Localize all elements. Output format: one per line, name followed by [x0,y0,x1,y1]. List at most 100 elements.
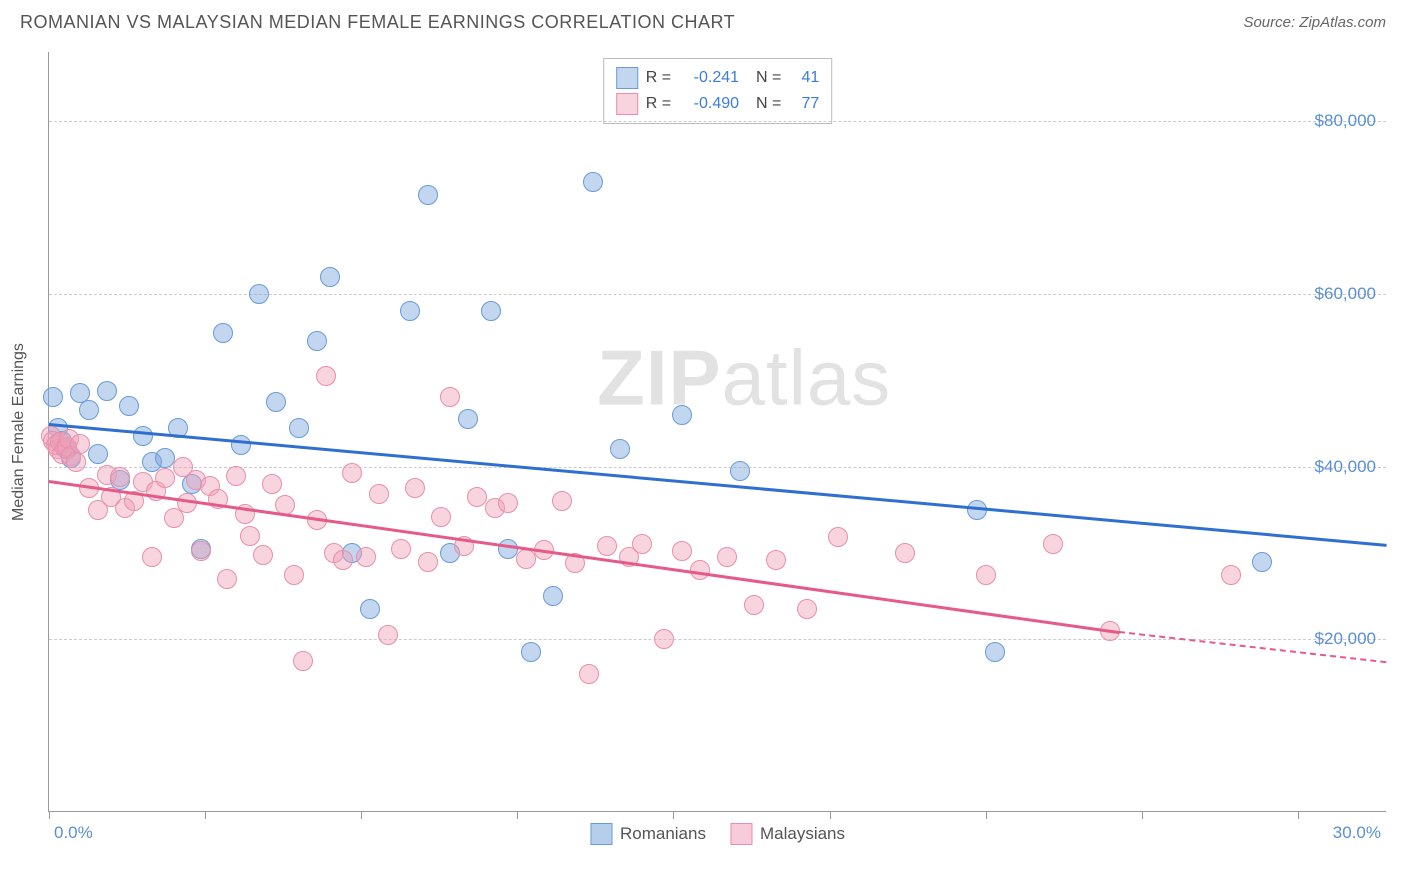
data-point [440,387,460,407]
r-label: R = [646,95,671,113]
n-label: N = [747,69,781,87]
legend-label: Malaysians [760,824,845,844]
data-point [895,543,915,563]
gridline [49,467,1386,468]
data-point [253,545,273,565]
data-point [672,541,692,561]
data-point [543,586,563,606]
legend-item: Romanians [590,823,706,845]
x-tick [49,811,50,819]
data-point [481,301,501,321]
x-tick [205,811,206,819]
legend-row: R = -0.241 N = 41 [616,65,820,91]
data-point [467,487,487,507]
data-point [307,331,327,351]
data-point [356,547,376,567]
x-tick [1142,811,1143,819]
data-point [378,625,398,645]
data-point [79,400,99,420]
y-tick-label: $40,000 [1315,457,1376,477]
data-point [654,629,674,649]
data-point [730,461,750,481]
data-point [70,434,90,454]
x-tick [517,811,518,819]
x-tick [361,811,362,819]
y-axis-label: Median Female Earnings [10,343,28,521]
data-point [360,599,380,619]
data-point [88,444,108,464]
data-point [610,439,630,459]
legend-swatch [590,823,612,845]
data-point [744,595,764,615]
source-attribution: Source: ZipAtlas.com [1243,14,1386,31]
data-point [391,539,411,559]
legend-swatch [730,823,752,845]
data-point [289,418,309,438]
data-point [579,664,599,684]
y-tick-label: $80,000 [1315,111,1376,131]
data-point [985,642,1005,662]
data-point [284,565,304,585]
data-point [262,474,282,494]
data-point [1221,565,1241,585]
data-point [583,172,603,192]
data-point [400,301,420,321]
n-value: 41 [789,69,819,87]
x-tick [1298,811,1299,819]
data-point [333,550,353,570]
data-point [293,651,313,671]
watermark: ZIPatlas [597,333,891,424]
data-point [342,463,362,483]
data-point [226,466,246,486]
data-point [1252,552,1272,572]
data-point [976,565,996,585]
data-point [266,392,286,412]
data-point [66,452,86,472]
data-point [405,478,425,498]
scatter-chart: Median Female Earnings ZIPatlas 0.0% 30.… [48,52,1386,812]
data-point [498,539,518,559]
r-value: -0.241 [679,69,739,87]
data-point [458,409,478,429]
x-axis-start: 0.0% [54,823,93,843]
data-point [766,550,786,570]
x-tick [830,811,831,819]
data-point [155,468,175,488]
n-label: N = [747,95,781,113]
data-point [597,536,617,556]
data-point [320,267,340,287]
y-tick-label: $60,000 [1315,284,1376,304]
x-tick [986,811,987,819]
x-axis-end: 30.0% [1333,823,1381,843]
series-legend: Romanians Malaysians [590,823,845,845]
data-point [142,547,162,567]
n-value: 77 [789,95,819,113]
r-label: R = [646,69,671,87]
data-point [110,467,130,487]
data-point [1043,534,1063,554]
data-point [191,541,211,561]
data-point [828,527,848,547]
data-point [240,526,260,546]
data-point [133,426,153,446]
data-point [97,381,117,401]
legend-swatch [616,67,638,89]
chart-title: ROMANIAN VS MALAYSIAN MEDIAN FEMALE EARN… [20,12,735,33]
data-point [672,405,692,425]
y-tick-label: $20,000 [1315,629,1376,649]
data-point [498,493,518,513]
data-point [418,552,438,572]
legend-item: Malaysians [730,823,845,845]
legend-row: R =-0.490 N =77 [616,91,820,117]
data-point [418,185,438,205]
data-point [521,642,541,662]
data-point [431,507,451,527]
data-point [43,387,63,407]
trend-line [49,480,1120,634]
legend-label: Romanians [620,824,706,844]
legend-swatch [616,93,638,115]
data-point [369,484,389,504]
data-point [217,569,237,589]
correlation-legend: R =-0.241 N =41R =-0.490 N =77 [603,58,833,124]
data-point [231,435,251,455]
